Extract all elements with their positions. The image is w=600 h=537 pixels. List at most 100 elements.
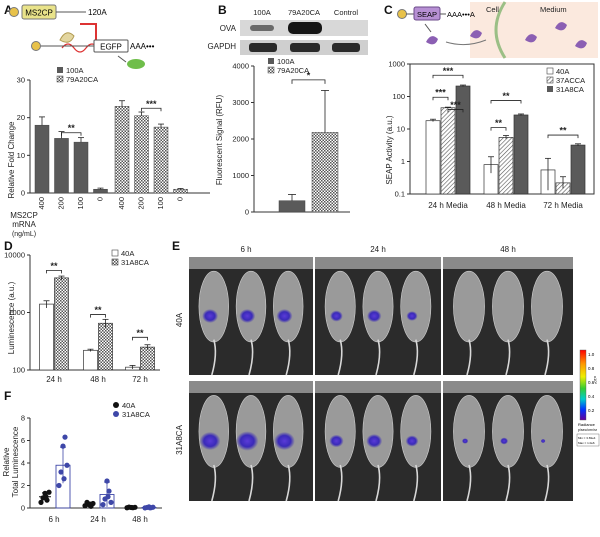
gapdh-band-control	[332, 43, 360, 52]
legend-a: 100A 79A20CA	[56, 66, 98, 84]
point-f-31A8CA-2-5	[147, 505, 153, 511]
legend-b-swatch-0	[268, 58, 274, 64]
point-f-31A8CA-1-3	[106, 488, 112, 494]
cap-icon	[9, 7, 19, 17]
legend-f-label-0: 40A	[122, 401, 135, 410]
panel-label-d: D	[4, 239, 13, 253]
sig-d-0-label: **	[50, 261, 58, 271]
sig-d-2-bracket	[132, 336, 148, 341]
blot-row-gapdh: GAPDH	[208, 42, 237, 51]
colorbar-tick-4: 0.2	[588, 408, 595, 413]
mouse-body-0-0-0	[198, 270, 229, 343]
mouse-body-0-0-2	[273, 270, 304, 343]
lum-signal-1-2-1	[500, 437, 509, 445]
x-tick-label-a-1-3: 0	[176, 197, 185, 201]
legend-a-swatch-0	[57, 67, 63, 73]
panel-e: E 6 h 24 h 48 h 40A 31A8CA 1.0 0.8 0.6 0…	[172, 239, 600, 502]
mouse-body-0-2-2	[531, 270, 563, 343]
legend-d-swatch-0	[111, 249, 119, 257]
ivis-cell-1-0	[189, 381, 313, 502]
mouse-body-0-1-2	[400, 270, 432, 343]
y-tick-label-f-4: 4	[21, 459, 25, 468]
mouse-body-0-1-1	[362, 270, 394, 343]
ivis-cell-0-2	[443, 257, 573, 376]
stem-loop-icon	[61, 43, 99, 53]
point-f-40A-0-5	[43, 494, 49, 500]
panel-f: F 0 2 4 6 8 6 h 24 h 48 h 40A 31A8CA Relative T…	[2, 389, 162, 524]
legend-a-label-0: 100A	[66, 66, 84, 75]
colorbar-title: Radiance	[578, 422, 596, 427]
cap-icon-2	[31, 41, 41, 51]
mouse-body-1-2-0	[453, 395, 485, 468]
x-tick-label-c-1: 48 h Media	[486, 201, 526, 210]
mouse-tail-0-2-1	[505, 339, 511, 376]
legend-d-label-1: 31A8CA	[121, 258, 149, 267]
sig-a-0-bracket	[61, 132, 82, 136]
blot-lane-1: 79A20CA	[288, 8, 320, 17]
x-tick-label-a-0-3: 0	[96, 197, 105, 201]
y-tick-label-c-10: 10	[397, 125, 405, 134]
y-tick-label-f-0: 0	[21, 504, 25, 513]
ova-band-79a20ca	[288, 22, 322, 34]
seap-protein-icon-2	[470, 30, 482, 39]
bar-a-79A20CA-100	[153, 126, 169, 194]
lum-signal-1-1-1	[366, 434, 383, 448]
colorbar-tick-2: 0.6	[588, 380, 595, 385]
point-f-31A8CA-0-2	[60, 443, 66, 449]
panel-label-a: A	[4, 3, 13, 17]
x-tick-label-f-1: 24 h	[90, 515, 106, 524]
repression-arrow	[80, 23, 97, 40]
ivis-cell-0-1	[315, 257, 441, 376]
x-tick-label-a-0-2: 100	[76, 197, 85, 210]
x-axis-label-a-1: MS2CP	[10, 211, 38, 220]
legend-f-dot-1	[113, 411, 119, 417]
y-tick-label-b-0: 0	[245, 208, 249, 217]
ivis-holder-1-0	[189, 381, 313, 393]
gapdh-band-100a	[249, 43, 277, 52]
bar-a-79A20CA-0	[173, 188, 188, 194]
y-axis-label-b: Fluorescent Signal (RFU)	[215, 95, 224, 186]
point-f-31A8CA-0-3	[62, 434, 68, 440]
chart-b: 0 1000 2000 3000 4000 *	[232, 62, 350, 217]
sig-c-4-bracket	[490, 127, 507, 131]
mouse-body-0-0-1	[235, 270, 267, 343]
point-f-31A8CA-0-0	[56, 482, 62, 489]
panel-c: C Cell Medium SEAP AAA•••A 0.1 1 10 100 1000…	[384, 1, 598, 210]
medium-label: Medium	[540, 5, 567, 14]
legend-c-swatch-2	[547, 86, 553, 92]
point-f-31A8CA-1-5	[105, 494, 111, 500]
colorbar-tick-0: 1.0	[588, 352, 595, 357]
colorbar-min-label: Min = 3.69e4	[578, 436, 596, 440]
panel-a: A MS2CP 120A EGFP AAA••• 0 10 20 30 400 200 10…	[4, 3, 210, 238]
y-axis-label-f-1: Relative	[2, 447, 11, 476]
mouse-body-0-2-1	[492, 270, 524, 343]
cell-membrane	[494, 1, 507, 59]
bar-a-100A-0	[93, 188, 108, 194]
mouse-body-1-0-1	[235, 395, 267, 468]
lum-signal-0-0-0	[202, 309, 219, 323]
x-tick-label-f-0: 6 h	[48, 515, 59, 524]
translation-arrow	[117, 55, 127, 63]
y-tick-label-b-2000: 2000	[232, 135, 249, 144]
bar-a-79A20CA-400	[114, 106, 130, 194]
legend-c-label-1: 37ACCA	[556, 76, 585, 85]
y-tick-label-d-100: 100	[12, 366, 25, 375]
ivis-cell-0-0	[189, 257, 313, 376]
mouse-tail-0-1-0	[337, 339, 343, 376]
sig-d-0-bracket	[46, 269, 62, 274]
bar-c-37ACCA-1	[498, 137, 514, 195]
point-f-31A8CA-0-4	[64, 462, 70, 468]
legend-f-dot-0	[113, 402, 119, 408]
cell-label: Cell	[486, 5, 499, 14]
mouse-tail-1-1-1	[375, 464, 381, 502]
y-tick-label-a-20: 20	[17, 113, 25, 122]
x-axis-label-a-3: (ng/mL)	[12, 231, 36, 238]
mouse-tail-1-1-2	[413, 464, 419, 502]
panel-label-c: C	[384, 3, 393, 17]
sig-c-4-label: **	[495, 118, 503, 128]
chart-d: 100 1000 10000 24 h 48 h 72 h ** ** **	[4, 251, 160, 384]
bar-d-31A8CA-2	[140, 346, 155, 371]
mouse-tail-0-1-1	[375, 339, 381, 376]
